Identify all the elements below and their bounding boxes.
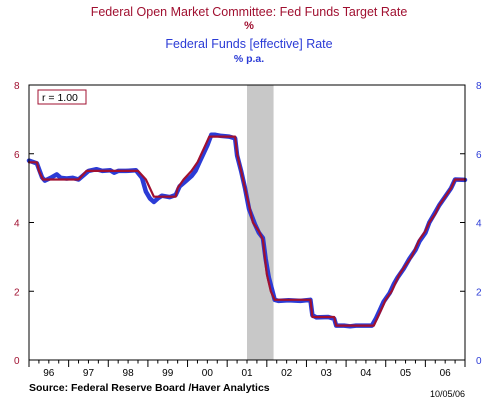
series-layer	[26, 132, 468, 329]
x-tick-label: 01	[241, 368, 253, 379]
y-right-tick-label: 2	[476, 287, 482, 298]
y-axis-right: 0 2 4 6 8	[460, 81, 482, 367]
x-tick-label: 98	[123, 368, 135, 379]
chart-title: Federal Open Market Committee: Fed Funds…	[91, 5, 408, 19]
y-right-tick-label: 8	[476, 81, 482, 92]
recession-shading	[247, 85, 274, 360]
y-axis-left: 0 2 4 6 8	[14, 81, 34, 367]
y-left-tick-label: 6	[14, 150, 20, 161]
x-tick-label: 97	[83, 368, 95, 379]
y-left-tick-label: 0	[14, 356, 20, 367]
y-left-tick-label: 4	[14, 219, 20, 230]
x-tick-label: 02	[281, 368, 293, 379]
x-tick-label: 03	[321, 368, 333, 379]
chart-subtitle-unit: % p.a.	[234, 53, 264, 65]
correlation-annotation: r = 1.00	[42, 92, 78, 104]
y-left-tick-label: 2	[14, 287, 20, 298]
x-tick-label: 06	[440, 368, 452, 379]
source-note: Source: Federal Reserve Board /Haver Ana…	[29, 382, 270, 394]
y-left-tick-label: 8	[14, 81, 20, 92]
correlation-box	[37, 89, 87, 105]
chart-title-unit: %	[244, 20, 254, 32]
y-right-tick-label: 0	[476, 356, 482, 367]
date-stamp: 10/05/06	[430, 389, 465, 399]
x-axis: 96 97 98 99 00 01 02 03 04 05 06	[28, 360, 466, 379]
x-tick-label: 05	[400, 368, 412, 379]
y-right-tick-label: 6	[476, 150, 482, 161]
x-tick-label: 00	[202, 368, 214, 379]
chart-subtitle: Federal Funds [effective] Rate	[165, 37, 332, 51]
series-line-target-rate	[27, 135, 467, 327]
x-tick-label: 04	[360, 368, 372, 379]
x-tick-label: 96	[43, 368, 55, 379]
y-right-tick-label: 4	[476, 219, 482, 230]
x-tick-label: 99	[162, 368, 174, 379]
